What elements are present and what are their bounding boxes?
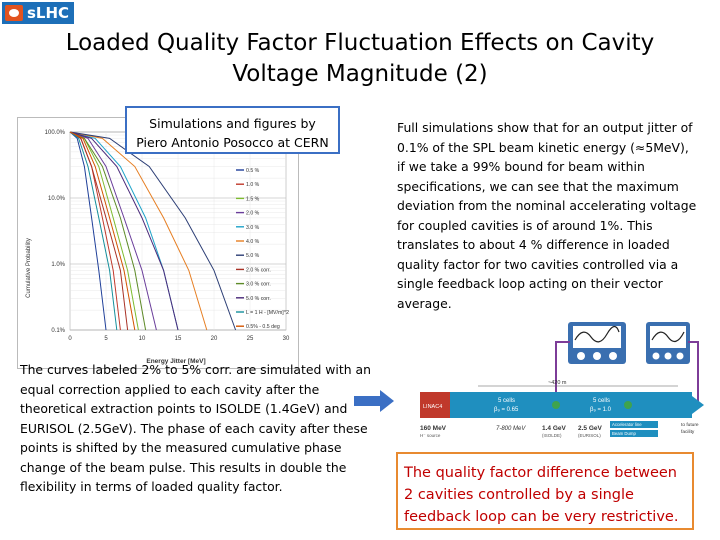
cumulative-probability-chart: 0 5 10 15 20 25 30 100.0% 10.0% 1.0% 0.1% 0.5 % 1.0… (26, 130, 290, 365)
series-line (69, 131, 136, 331)
series-line (69, 131, 129, 331)
extraction-point-1-icon (552, 401, 560, 409)
x-tick-label: 10 (139, 336, 146, 342)
logo-mark-icon (5, 5, 23, 21)
x-tick-label: 20 (211, 336, 218, 342)
legend-entry: 1.5 % (246, 196, 260, 202)
legend-accelerator-line: Accelerator line (612, 422, 642, 427)
credit-line-1: Simulations and figures by (149, 116, 316, 131)
logo-text: sLHC (27, 4, 70, 22)
monitor-1-icon (568, 322, 626, 364)
series-line (69, 131, 107, 331)
legend-entry: 0.5% - 0.5 deg (246, 324, 280, 330)
energy-4: 2.5 GeV (578, 425, 603, 432)
x-tick-label: 25 (247, 336, 254, 342)
end-label-1: to future (681, 422, 699, 428)
energy-4-sub: (EURISOL) (578, 433, 601, 438)
legend-entry: 3.0 % corr. (246, 282, 271, 288)
energy-1: 160 MeV (420, 425, 447, 432)
y-tick-label: 100.0% (45, 130, 66, 136)
right-arrow-icon (354, 390, 394, 412)
series-line (69, 131, 179, 331)
beam-direction-icon (692, 396, 704, 414)
legend-entry: 2.0 % (246, 211, 260, 217)
y-tick-label: 10.0% (48, 196, 66, 202)
x-tick-label: 5 (104, 336, 108, 342)
chart-frame: 0 5 10 15 20 25 30 100.0% 10.0% 1.0% 0.1% 0.5 % 1.0… (17, 117, 299, 369)
y-tick-label: 0.1% (51, 328, 65, 334)
slide-title: Loaded Quality Factor Fluctuation Effect… (65, 30, 655, 87)
legend-entry: L = 1 H - [MV/m]^2 (246, 310, 289, 316)
left-paragraph: The curves labeled 2% to 5% corr. are si… (20, 362, 371, 494)
warning-box: The quality factor difference between 2 … (396, 452, 694, 530)
series-line (69, 131, 208, 331)
legend-beam-dump: Beam Dump (612, 431, 636, 436)
energy-1-sub: H⁻ source (420, 433, 441, 438)
legend-entry: 0.5 % (246, 168, 260, 174)
y-axis-label: Cumulative Probability (26, 238, 32, 298)
x-tick-label: 15 (175, 336, 182, 342)
credit-box: Simulations and figures by Piero Antonio… (125, 106, 340, 154)
y-tick-label: 1.0% (51, 262, 65, 268)
legend-entry: 4.0 % (246, 239, 260, 245)
energy-3: 1.4 GeV (542, 425, 567, 432)
length-label: ~420 m (548, 380, 567, 386)
right-paragraph: Full simulations show that for an output… (397, 120, 697, 311)
series-line (69, 131, 237, 331)
linac4-block (420, 392, 450, 418)
energy-2: 7-800 MeV (496, 426, 526, 432)
linac4-label: LINAC4 (423, 404, 442, 410)
energy-3-sub: (ISOLDE) (542, 433, 562, 438)
series-line (69, 131, 118, 331)
legend-entry: 2.0 % corr. (246, 267, 271, 273)
section2-line1: 5 cells (593, 398, 610, 404)
legend-entry: 3.0 % (246, 225, 260, 231)
credit-line-2: Piero Antonio Posocco at CERN (136, 135, 329, 150)
end-label-2: facility (681, 429, 695, 435)
section1-line1: 5 cells (498, 398, 515, 404)
extraction-point-2-icon (624, 401, 632, 409)
series-line (69, 131, 157, 331)
section1-line2: β₉ = 0.65 (494, 407, 519, 413)
monitor-2-icon (646, 322, 690, 364)
legend-entry: 1.0 % (246, 182, 260, 188)
x-tick-label: 0 (68, 336, 72, 342)
legend-entry: 5.0 % corr. (246, 296, 271, 302)
slhc-logo: sLHC (2, 2, 74, 24)
x-axis-label: Energy Jitter [MeV] (146, 358, 205, 365)
x-tick-label: 30 (283, 336, 290, 342)
legend-entry: 5.0 % (246, 253, 260, 259)
section2-line2: β₉ = 1.0 (590, 407, 612, 413)
spl-layout-diagram: ~420 m LINAC4 5 cells β₉ = 0.65 5 cells … (420, 322, 704, 438)
series-line (69, 131, 147, 331)
